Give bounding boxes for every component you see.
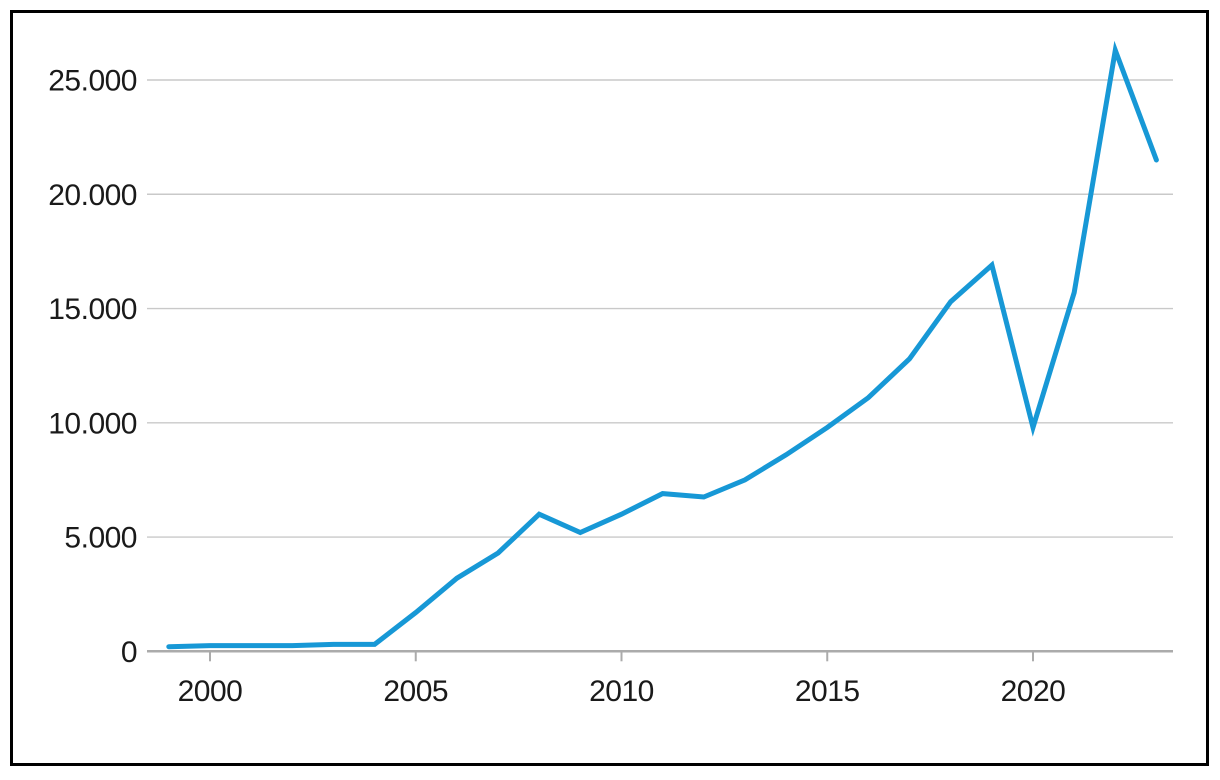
- chart-frame-border: [10, 10, 1209, 766]
- data-line: [166, 40, 1159, 650]
- x-tick-label: 2020: [1001, 675, 1066, 708]
- y-tick-label: 25.000: [48, 65, 137, 98]
- x-tick-label: 2015: [795, 675, 860, 708]
- y-tick-label: 15.000: [48, 293, 137, 326]
- y-tick-label: 10.000: [48, 407, 137, 440]
- y-tick-label: 0: [121, 636, 137, 669]
- y-tick-label: 5.000: [64, 522, 137, 555]
- x-tick-label: 2005: [383, 675, 448, 708]
- x-tick-label: 2000: [178, 675, 243, 708]
- y-tick-label: 20.000: [48, 179, 137, 212]
- x-tick-label: 2010: [589, 675, 654, 708]
